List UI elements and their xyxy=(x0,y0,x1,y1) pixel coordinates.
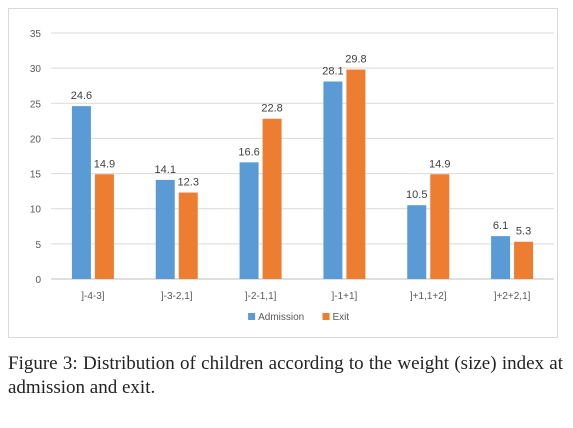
data-label-exit: 29.8 xyxy=(345,54,366,66)
bar-exit-3 xyxy=(346,69,366,279)
x-tick-label: ]+2+2,1] xyxy=(494,291,531,302)
data-label-admission: 16.6 xyxy=(238,146,259,158)
y-tick-label: 0 xyxy=(35,275,41,286)
x-tick-label: ]+1,1+2] xyxy=(410,291,447,302)
bar-exit-2 xyxy=(262,118,282,280)
bar-chart: 0 5 10 15 20 25 30 35 24.6 14.9 ]-4-3] 14.112.3 ]-3-… xyxy=(30,29,554,323)
y-tick-label: 25 xyxy=(30,99,42,110)
data-label-exit: 12.3 xyxy=(178,177,199,189)
data-label-admission: 10.5 xyxy=(406,189,427,201)
x-tick-label: ]-1+1] xyxy=(331,291,357,302)
data-label-admission: 6.1 xyxy=(493,220,508,232)
y-tick-label: 5 xyxy=(35,240,41,251)
data-label-admission: 24.6 xyxy=(71,90,92,102)
legend-label-exit: Exit xyxy=(333,312,350,323)
y-tick-label: 20 xyxy=(30,134,42,145)
data-label-exit: 14.9 xyxy=(94,158,115,170)
bar-admission-2 xyxy=(239,162,259,279)
chart-frame: 0 5 10 15 20 25 30 35 24.6 14.9 ]-4-3] 14.1 12.3 ]-3-… xyxy=(8,8,558,338)
x-tick-label: ]-3-2,1] xyxy=(161,291,193,302)
data-label-exit: 22.8 xyxy=(261,103,282,115)
bar-admission-4 xyxy=(407,205,427,279)
caption-label: Figure 3 xyxy=(8,353,73,374)
bar-exit-0 xyxy=(94,174,114,279)
figure-caption: Figure 3: Distribution of children accor… xyxy=(8,352,563,400)
bar-exit-1 xyxy=(178,192,198,279)
y-tick-label: 15 xyxy=(30,170,42,181)
data-label-admission: 14.1 xyxy=(155,164,176,176)
bar-admission-3 xyxy=(323,81,343,279)
legend-label-admission: Admission xyxy=(258,312,304,323)
bar-admission-5 xyxy=(491,236,511,279)
bar-admission-1 xyxy=(155,179,175,279)
y-tick-label: 30 xyxy=(30,64,42,75)
legend-swatch-admission xyxy=(248,313,256,320)
y-tick-label: 10 xyxy=(30,205,42,216)
data-label-admission: 28.1 xyxy=(322,65,343,77)
x-tick-label: ]-2-1,1] xyxy=(245,291,277,302)
x-tick-label: ]-4-3] xyxy=(81,291,105,302)
y-tick-label: 35 xyxy=(30,29,42,40)
data-label-exit: 5.3 xyxy=(516,226,531,238)
bar-admission-0 xyxy=(71,106,91,280)
data-label-exit: 14.9 xyxy=(429,158,450,170)
bar-exit-4 xyxy=(430,174,450,279)
bar-exit-5 xyxy=(514,241,534,279)
caption-text: : Distribution of children according to … xyxy=(8,353,564,398)
legend-swatch-exit xyxy=(322,313,330,320)
